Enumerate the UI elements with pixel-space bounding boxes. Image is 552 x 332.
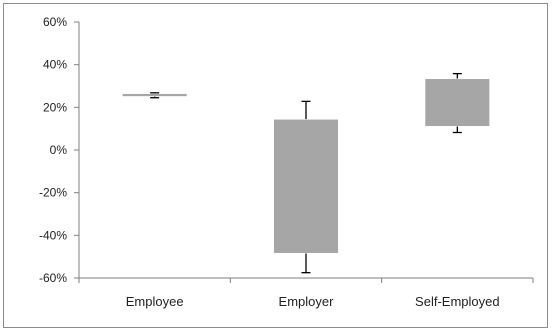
x-category-label: Employer [279, 294, 335, 309]
y-tick-label: 0% [50, 143, 68, 157]
y-tick-label: 20% [43, 100, 67, 114]
y-tick-label: -60% [39, 271, 67, 285]
x-category-label: Self-Employed [415, 294, 500, 309]
error-bars [150, 72, 462, 274]
bar-employer [272, 118, 340, 254]
y-axis: -60% -40% -20% 0% 20% 40% 60% [39, 15, 80, 285]
y-tick-label: -40% [39, 228, 67, 242]
bar-self-employed [424, 78, 491, 128]
y-tick-label: 40% [43, 58, 67, 72]
bar-employee [121, 92, 188, 98]
y-tick-label: -20% [39, 186, 67, 200]
x-category-label: Employee [126, 294, 184, 309]
y-tick-label: 60% [43, 15, 67, 29]
x-axis: Employee Employer Self-Employed [78, 277, 534, 309]
